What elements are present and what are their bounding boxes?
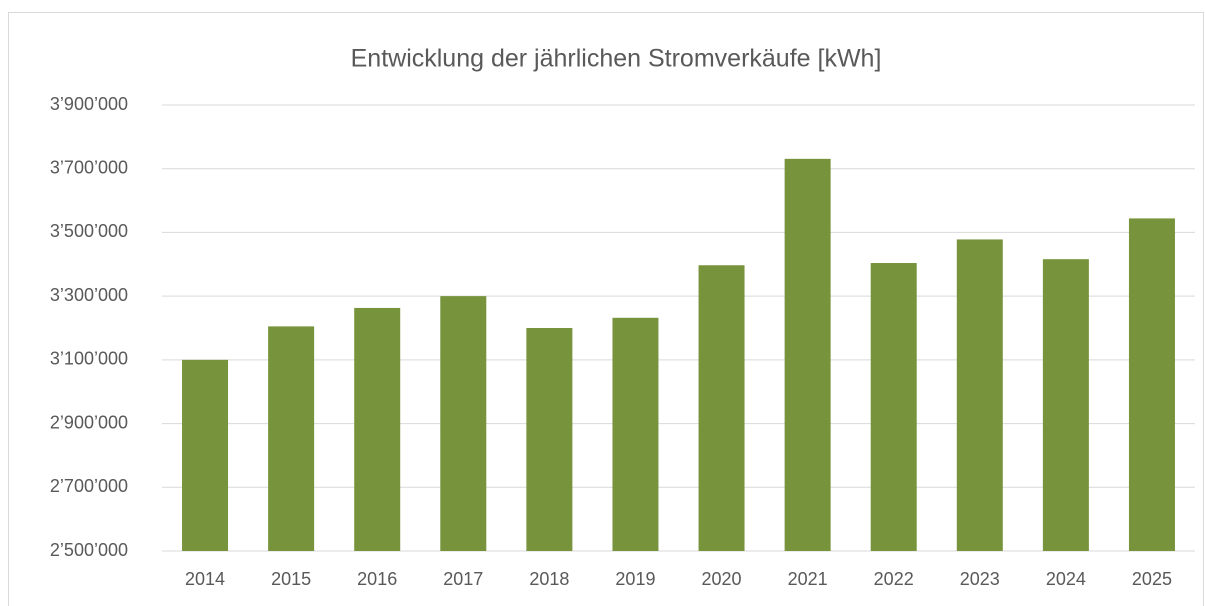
y-tick-label: 3’500’000 — [50, 221, 128, 241]
y-tick-label: 3’100’000 — [50, 349, 128, 369]
y-tick-label: 2’500’000 — [50, 540, 128, 560]
x-tick-label: 2021 — [788, 569, 828, 589]
x-tick-label: 2022 — [874, 569, 914, 589]
bar — [870, 263, 917, 551]
bar — [526, 328, 573, 551]
bar — [612, 317, 659, 551]
x-tick-label: 2017 — [443, 569, 483, 589]
bar — [354, 307, 401, 551]
x-tick-label: 2018 — [529, 569, 569, 589]
x-tick-label: 2025 — [1132, 569, 1172, 589]
x-tick-label: 2023 — [960, 569, 1000, 589]
x-tick-label: 2015 — [271, 569, 311, 589]
y-tick-label: 3’300’000 — [50, 285, 128, 305]
bar — [440, 296, 487, 551]
x-tick-label: 2014 — [185, 569, 225, 589]
chart-title: Entwicklung der jährlichen Stromverkäufe… — [351, 45, 882, 73]
y-tick-label: 3’900’000 — [50, 94, 128, 114]
bar — [1128, 218, 1175, 551]
x-tick-label: 2024 — [1046, 569, 1086, 589]
y-tick-label: 2’700’000 — [50, 476, 128, 496]
y-tick-label: 2’900’000 — [50, 412, 128, 432]
bar — [698, 265, 745, 551]
bar — [182, 359, 229, 551]
bar — [1042, 259, 1089, 551]
y-tick-label: 3’700’000 — [50, 157, 128, 177]
bar — [784, 158, 831, 552]
x-tick-label: 2020 — [702, 569, 742, 589]
x-tick-label: 2019 — [615, 569, 655, 589]
x-tick-label: 2016 — [357, 569, 397, 589]
bar — [268, 326, 315, 551]
bar — [956, 239, 1003, 552]
